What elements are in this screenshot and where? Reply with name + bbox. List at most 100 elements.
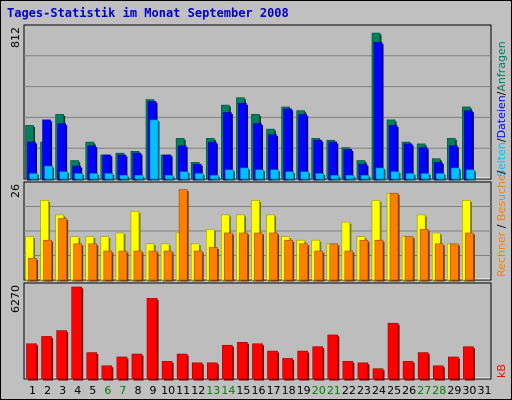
bar-rechner xyxy=(133,250,143,281)
bar-kb xyxy=(222,344,233,380)
legend-separator: / xyxy=(495,91,508,95)
x-tick-label: 15 xyxy=(236,384,250,397)
x-tick-label: 30 xyxy=(462,384,476,397)
bar-rechner xyxy=(58,218,67,281)
bar-kb xyxy=(327,334,339,380)
x-tick-label: 27 xyxy=(417,384,431,397)
bar-rechner xyxy=(389,192,399,281)
bar-rechner xyxy=(329,243,339,281)
bar-seiten xyxy=(225,169,234,180)
bar-rechner xyxy=(103,250,113,281)
bar-dateien xyxy=(464,110,473,180)
legend-visits: Rechner / Besuche/ xyxy=(495,170,508,277)
bar-kb xyxy=(282,358,293,380)
bar-kb xyxy=(463,346,474,380)
bar-kb xyxy=(191,362,203,380)
legend-anfragen: Anfragen xyxy=(495,41,508,91)
x-tick-label: 3 xyxy=(59,384,66,397)
bar-kb xyxy=(387,322,399,380)
bar-kb xyxy=(206,362,218,380)
x-tick-label: 13 xyxy=(206,384,220,397)
bar-kb xyxy=(372,368,384,380)
x-tick-label: 29 xyxy=(447,384,461,397)
bar-seiten xyxy=(255,169,264,180)
bar-rechner xyxy=(254,232,263,281)
bar-rechner xyxy=(374,239,384,281)
bar-rechner xyxy=(450,243,459,281)
x-tick-label: 18 xyxy=(282,384,296,397)
bar-kb xyxy=(357,362,369,380)
legend-separator: / xyxy=(495,170,508,174)
bar-seiten xyxy=(240,167,249,180)
bar-rechner xyxy=(208,247,218,281)
x-tick-label: 22 xyxy=(342,384,356,397)
bar-seiten xyxy=(164,175,174,180)
bar-rechner xyxy=(118,250,128,281)
bar-seiten xyxy=(29,173,38,180)
x-tick-label: 12 xyxy=(191,384,205,397)
legend-volume: kB xyxy=(495,364,508,378)
legend-kb: kB xyxy=(495,364,508,378)
bar-rechner xyxy=(28,258,37,281)
bar-rechner xyxy=(359,239,369,281)
bar-seiten xyxy=(420,173,430,180)
x-tick-label: 2 xyxy=(44,384,51,397)
x-tick-label: 6 xyxy=(104,384,111,397)
bar-seiten xyxy=(179,171,189,180)
bar-seiten xyxy=(74,173,83,180)
bar-rechner xyxy=(314,250,324,281)
bar-rechner xyxy=(419,229,429,281)
x-tick-label: 9 xyxy=(150,384,157,397)
x-tick-label: 14 xyxy=(221,384,235,397)
legend-seiten: Seiten xyxy=(495,142,508,177)
legend-separator: / xyxy=(495,221,508,232)
x-tick-label: 4 xyxy=(74,384,81,397)
bar-dateien xyxy=(57,123,66,180)
bar-seiten xyxy=(285,171,294,180)
bar-seiten xyxy=(209,175,219,180)
legend-dateien: Dateien xyxy=(495,95,508,138)
bar-rechner xyxy=(434,243,444,281)
bar-kb xyxy=(252,343,263,380)
legend-besuche: Besuche xyxy=(495,174,508,221)
bar-rechner xyxy=(465,232,474,281)
bar-seiten xyxy=(405,173,415,180)
bar-seiten xyxy=(330,175,340,180)
bar-seiten xyxy=(435,173,445,180)
x-tick-label: 17 xyxy=(267,384,281,397)
bar-kb xyxy=(86,352,98,380)
bar-kb xyxy=(432,365,444,380)
legend-separator: / xyxy=(495,138,508,142)
bar-seiten xyxy=(360,175,370,180)
bar-kb xyxy=(402,361,414,380)
x-tick-label: 26 xyxy=(402,384,416,397)
x-tick-label: 28 xyxy=(432,384,446,397)
bar-kb xyxy=(176,353,188,380)
bar-kb xyxy=(417,352,429,380)
x-tick-label: 5 xyxy=(89,384,96,397)
y-max-label-requests: 812 xyxy=(9,27,22,48)
bar-kb xyxy=(26,343,37,380)
x-tick-label: 16 xyxy=(252,384,266,397)
bar-dateien xyxy=(207,141,217,180)
bar-seiten xyxy=(375,167,385,180)
x-tick-label: 1 xyxy=(29,384,36,397)
bar-rechner xyxy=(224,232,233,281)
bar-kb xyxy=(267,350,278,380)
bar-seiten xyxy=(104,173,114,180)
bar-rechner xyxy=(299,243,308,281)
bar-seiten xyxy=(89,173,99,180)
bar-dateien xyxy=(373,42,383,180)
bar-kb xyxy=(312,346,324,380)
x-tick-label: 7 xyxy=(119,384,126,397)
bar-kb xyxy=(448,356,459,380)
bar-kb xyxy=(297,350,308,380)
bar-seiten xyxy=(44,165,53,180)
legend-requests: Seiten/Dateien/Anfragen xyxy=(495,41,508,177)
bar-kb xyxy=(342,361,354,380)
bar-rechner xyxy=(284,239,293,281)
bar-rechner xyxy=(239,232,248,281)
bar-dateien xyxy=(283,108,292,180)
bar-rechner xyxy=(269,232,278,281)
